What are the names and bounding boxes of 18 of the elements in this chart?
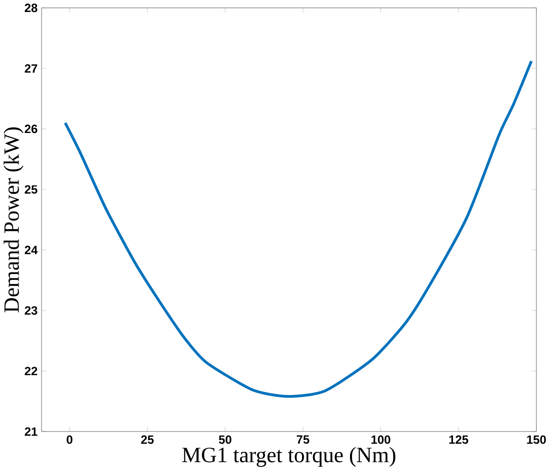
x-tick-label: 75: [296, 435, 310, 444]
y-axis-title: Demand Power (kW): [4, 127, 24, 312]
x-tick-label: 100: [372, 435, 390, 444]
y-tick-label: 25: [24, 184, 38, 194]
y-tick-label: 23: [24, 306, 38, 314]
y-tick-label: 27: [24, 64, 38, 72]
x-tick-label: 0: [66, 435, 72, 444]
y-tick-label: 26: [24, 124, 38, 133]
x-tick-label: 50: [218, 435, 232, 444]
x-tick-label: 25: [141, 435, 154, 444]
y-tick-label: 22: [24, 366, 38, 375]
x-tick-label: 150: [527, 435, 546, 444]
x-tick-label: 125: [449, 435, 468, 444]
y-tick-label: 24: [24, 246, 38, 254]
x-axis-title: MG1 target torque (Nm): [182, 446, 396, 467]
line-series: [64, 60, 533, 398]
y-tick-label: 21: [24, 427, 38, 436]
y-tick-label: 28: [24, 3, 38, 12]
